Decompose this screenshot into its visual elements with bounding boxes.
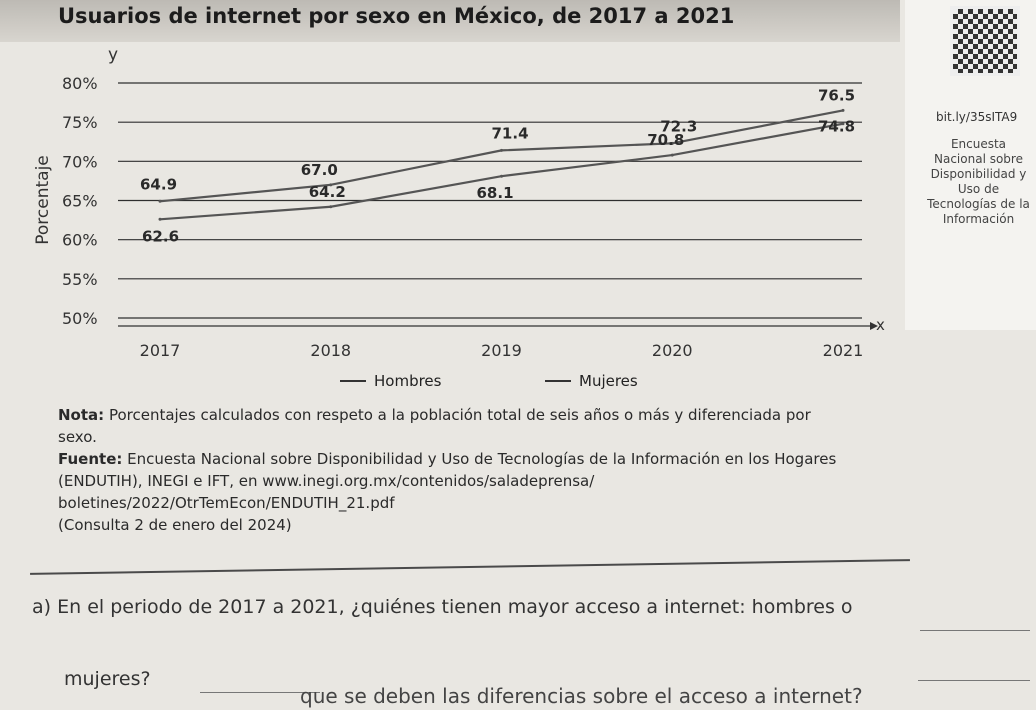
- x-tick-2019: 2019: [481, 341, 522, 360]
- y-tick-50: 50%: [62, 309, 98, 328]
- y-tick-75: 75%: [62, 113, 98, 132]
- data-labels: 64.9 67.0 71.4 72.3 76.5 62.6 64.2 68.1 70.8 74.8: [140, 86, 855, 245]
- y-axis-letter: y: [108, 45, 118, 65]
- label-mujeres-2019: 68.1: [477, 184, 514, 202]
- point-mujeres-2020: [670, 153, 674, 157]
- question-b: que se deben las diferencias sobre el ac…: [300, 684, 863, 708]
- label-hombres-2021: 76.5: [818, 86, 855, 104]
- y-tick-55: 55%: [62, 270, 98, 289]
- x-tick-2021: 2021: [823, 341, 864, 360]
- side-description: Encuesta Nacional sobre Disponibilidad y…: [927, 137, 1030, 226]
- source-label: Fuente:: [58, 450, 123, 468]
- label-mujeres-2018: 64.2: [309, 183, 346, 201]
- divider: [30, 559, 910, 575]
- series-lines: [158, 108, 845, 221]
- x-axis-letter: x: [876, 316, 885, 334]
- label-hombres-2018: 67.0: [301, 161, 338, 179]
- answer-line-a2[interactable]: [920, 630, 1030, 631]
- question-a-text: En el periodo de 2017 a 2021, ¿quiénes t…: [57, 596, 853, 618]
- chart-title: Usuarios de internet por sexo en México,…: [58, 4, 735, 28]
- gridlines: [118, 82, 878, 330]
- point-hombres-2019: [500, 148, 503, 152]
- line-chart: 50% 55% 60% 65% 70% 75% 80% 2017 2018 2019 2020 202…: [33, 45, 885, 360]
- legend-mujeres: Mujeres: [545, 372, 638, 390]
- note-text: Porcentajes calculados con respeto a la …: [58, 406, 811, 446]
- question-a-continued: mujeres?: [64, 668, 151, 690]
- x-tick-2020: 2020: [652, 341, 693, 360]
- legend-swatch-mujeres: [545, 380, 571, 382]
- x-tick-2017: 2017: [140, 341, 181, 360]
- note-label: Nota:: [58, 406, 105, 424]
- legend-label-hombres: Hombres: [374, 372, 442, 390]
- point-mujeres-2018: [329, 205, 333, 209]
- answer-line-b[interactable]: [918, 680, 1030, 681]
- question-a: a) En el periodo de 2017 a 2021, ¿quiéne…: [32, 592, 853, 622]
- answer-line-a[interactable]: [200, 692, 320, 693]
- point-mujeres-2017: [158, 217, 162, 221]
- y-tick-70: 70%: [62, 152, 98, 171]
- label-mujeres-2017: 62.6: [142, 227, 179, 245]
- side-link[interactable]: bit.ly/35sITA9: [936, 110, 1018, 124]
- legend-swatch-hombres: [340, 380, 366, 382]
- label-hombres-2020: 72.3: [660, 117, 697, 135]
- x-tick-2018: 2018: [310, 341, 351, 360]
- point-hombres-2018: [329, 183, 333, 187]
- note-block: Nota: Porcentajes calculados con respeto…: [58, 404, 848, 536]
- label-mujeres-2021: 74.8: [818, 118, 855, 136]
- legend-hombres: Hombres: [340, 372, 441, 390]
- label-hombres-2019: 71.4: [492, 124, 529, 142]
- qr-code[interactable]: [950, 6, 1020, 76]
- y-tick-80: 80%: [62, 74, 98, 93]
- point-mujeres-2021: [841, 122, 845, 126]
- point-hombres-2020: [670, 141, 674, 145]
- y-tick-60: 60%: [62, 231, 98, 250]
- x-axis-arrow: [870, 322, 878, 330]
- y-tick-65: 65%: [62, 192, 98, 211]
- point-mujeres-2019: [500, 174, 503, 178]
- y-axis-label: Porcentaje: [33, 155, 53, 245]
- question-a-letter: a): [32, 596, 52, 618]
- title-band: [0, 0, 900, 42]
- point-hombres-2021: [841, 108, 845, 112]
- point-hombres-2017: [158, 199, 162, 203]
- label-hombres-2017: 64.9: [140, 175, 177, 193]
- tick-labels: 50% 55% 60% 65% 70% 75% 80% 2017 2018 2019 2020 202…: [62, 74, 863, 360]
- consulta-text: (Consulta 2 de enero del 2024): [58, 516, 292, 534]
- label-mujeres-2020: 70.8: [647, 131, 684, 149]
- source-text: Encuesta Nacional sobre Disponibilidad y…: [58, 450, 837, 512]
- legend-label-mujeres: Mujeres: [579, 372, 638, 390]
